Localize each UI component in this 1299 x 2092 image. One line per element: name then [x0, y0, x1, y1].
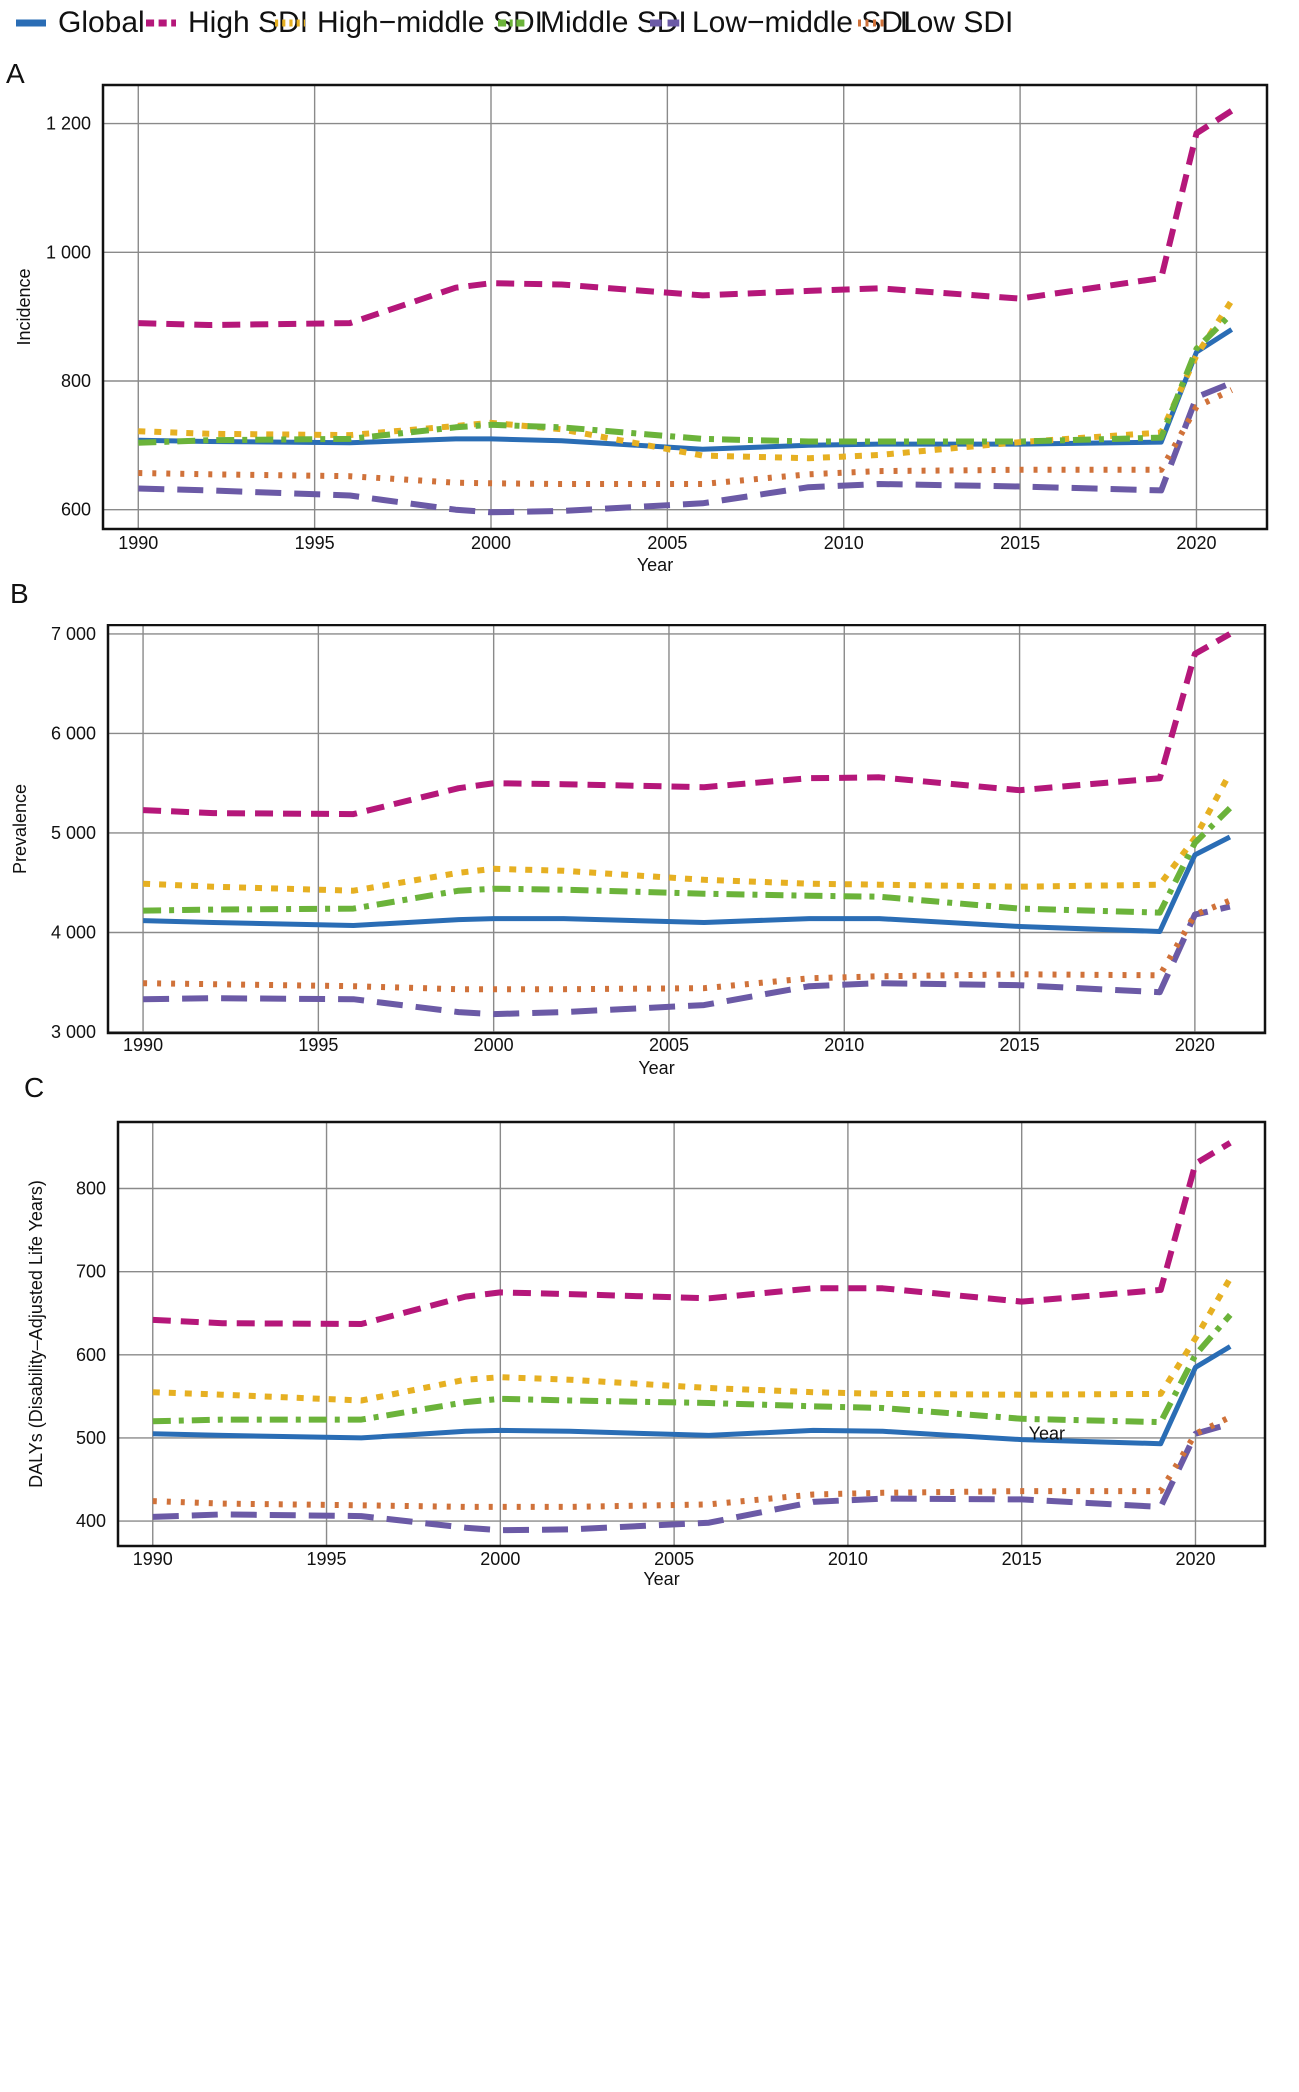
y-tick-label: 1 000 — [46, 242, 91, 262]
y-axis-title: DALYs (Disability–Adjusted Life Years) — [26, 1180, 46, 1488]
series-line-low-sdi — [152, 1414, 1232, 1510]
x-tick-label: 2020 — [1175, 1035, 1215, 1055]
x-tick-label: 2020 — [1175, 1549, 1215, 1569]
x-tick-label: 2005 — [654, 1549, 694, 1569]
y-tick-label: 700 — [76, 1262, 106, 1282]
gridlines — [108, 625, 1265, 1033]
y-tick-label: 6 000 — [51, 723, 96, 743]
incidence-chart: 1990 1995 2000 2005 2010 2015 2020 600 800 1 000 1… — [14, 83, 1269, 575]
x-tick-label: 2000 — [474, 1035, 514, 1055]
panel-label-c: C — [24, 1072, 45, 1103]
legend-item-middle-sdi: Middle SDI — [496, 6, 687, 40]
y-tick-label: 400 — [76, 1511, 106, 1531]
x-tick-label: 2015 — [1002, 1549, 1042, 1569]
x-tick-label: 2010 — [824, 1035, 864, 1055]
series-line-low-sdi — [138, 387, 1233, 487]
series-line-high-middle-sdi — [152, 1276, 1233, 1404]
x-tick-label: 2020 — [1176, 533, 1216, 553]
legend-swatch-high-sdi — [146, 19, 176, 27]
x-axis-title: Year — [637, 555, 673, 575]
legend-swatch-middle-sdi — [498, 19, 528, 27]
x-tick-label: 1990 — [123, 1035, 163, 1055]
legend-label: Low SDI — [900, 6, 1014, 39]
legend-label: Global — [58, 6, 145, 39]
plot-frame — [116, 1120, 1267, 1548]
x-tick-label: 2015 — [1000, 533, 1040, 553]
y-tick-label: 1 200 — [46, 114, 91, 134]
y-axis-title: Prevalence — [10, 784, 30, 874]
x-tick-label: 1995 — [295, 533, 335, 553]
series-line-low-sdi — [143, 897, 1232, 993]
series-line-global — [143, 834, 1232, 934]
series-line-high-middle-sdi — [142, 771, 1233, 894]
y-tick-label: 600 — [76, 1345, 106, 1365]
annotation-text: Year — [1029, 1424, 1065, 1444]
y-tick-label: 800 — [61, 371, 91, 391]
x-tick-label: 1995 — [307, 1549, 347, 1569]
y-tick-label: 5 000 — [51, 823, 96, 843]
x-tick-label: 2010 — [828, 1549, 868, 1569]
prevalence-chart: 1990 1995 2000 2005 2010 2015 2020 3 000 4 000 5 … — [10, 624, 1267, 1078]
y-tick-label: 500 — [76, 1428, 106, 1448]
x-tick-label: 2000 — [471, 533, 511, 553]
legend-item-low-sdi: Low SDI — [856, 6, 1013, 40]
legend-item-global: Global — [14, 6, 145, 40]
series-line-global — [138, 327, 1234, 452]
legend-swatch-global — [16, 19, 46, 27]
series-line-high-sdi — [142, 631, 1232, 818]
legend-swatch-high-middle-sdi — [275, 19, 305, 27]
y-tick-label: 3 000 — [51, 1022, 96, 1042]
x-tick-label: 2005 — [649, 1035, 689, 1055]
gridlines — [103, 85, 1267, 529]
chart-legend: Global High SDI High−middle SDI Middle SDI L… — [0, 0, 1299, 50]
x-axis-title: Year — [638, 1058, 674, 1078]
series-line-low-middle-sdi — [143, 903, 1231, 1018]
plot-frame — [101, 83, 1269, 531]
dalys-chart: 1990 1995 2000 2005 2010 2015 2020 400 500 600 700… — [26, 1120, 1267, 1589]
legend-swatch-low-sdi — [858, 19, 888, 27]
x-tick-label: 1995 — [298, 1035, 338, 1055]
x-tick-label: 2015 — [1000, 1035, 1040, 1055]
series-line-middle-sdi — [143, 805, 1233, 916]
x-tick-label: 2005 — [647, 533, 687, 553]
series-line-high-sdi — [152, 1140, 1232, 1327]
x-tick-label: 1990 — [118, 533, 158, 553]
plot-frame — [106, 624, 1267, 1035]
y-tick-label: 7 000 — [51, 624, 96, 644]
panel-label-a: A — [6, 58, 25, 89]
series-line-low-middle-sdi — [152, 1420, 1232, 1534]
legend-item-high-sdi: High SDI — [144, 6, 308, 40]
x-axis-title: Year — [643, 1569, 679, 1589]
series-line-middle-sdi — [152, 1312, 1233, 1426]
x-tick-label: 2010 — [824, 533, 864, 553]
legend-label: High SDI — [188, 6, 309, 39]
series-line-global — [152, 1344, 1232, 1447]
legend-label: Middle SDI — [540, 6, 687, 39]
x-tick-label: 2000 — [480, 1549, 520, 1569]
y-tick-label: 600 — [61, 500, 91, 520]
legend-swatch-low-middle-sdi — [650, 19, 680, 27]
y-tick-label: 4 000 — [51, 922, 96, 942]
panel-label-b: B — [10, 578, 29, 609]
x-tick-label: 1990 — [133, 1549, 173, 1569]
series-line-middle-sdi — [138, 311, 1234, 446]
y-tick-label: 800 — [76, 1179, 106, 1199]
series-line-high-sdi — [138, 108, 1234, 328]
y-axis-title: Incidence — [14, 268, 34, 345]
gridlines — [118, 1122, 1265, 1546]
series-line-low-middle-sdi — [138, 380, 1233, 516]
